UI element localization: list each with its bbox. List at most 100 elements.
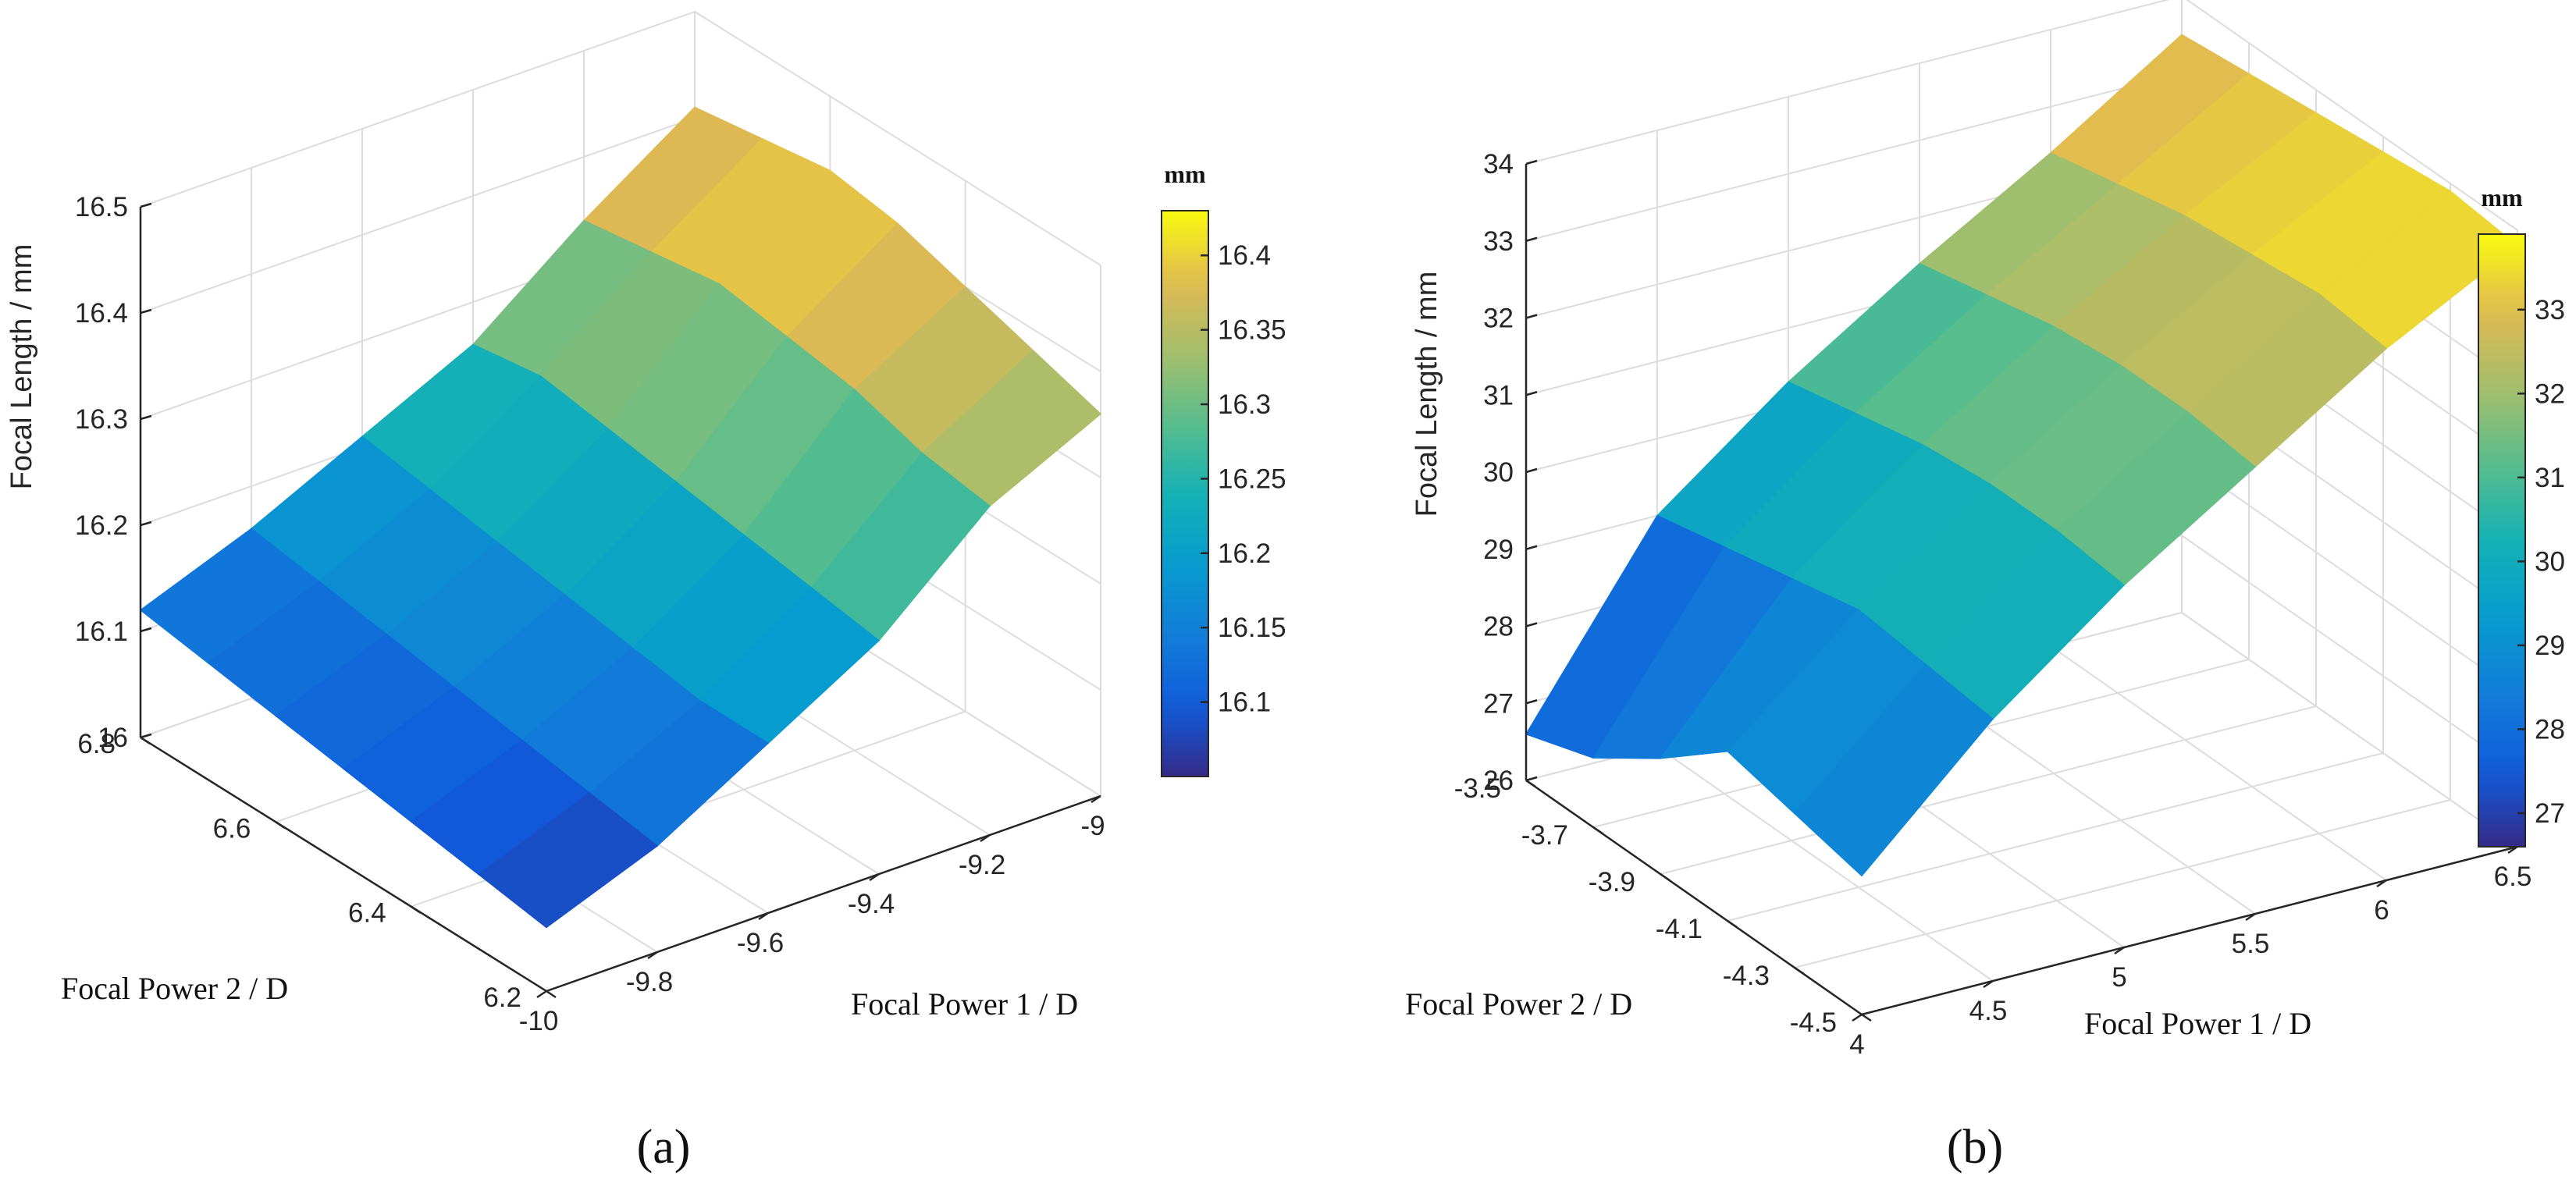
z-tick-mark — [140, 308, 152, 314]
z-tick-label: 16.1 — [75, 617, 128, 647]
z-tick-mark — [1525, 776, 1538, 782]
z-tick-label: 16.2 — [75, 510, 128, 541]
surface-patch — [478, 792, 659, 929]
x-tick-label: 6 — [2374, 895, 2389, 926]
colorbar-tick-label: 33 — [2535, 295, 2565, 325]
z-gridline — [1525, 0, 2518, 231]
x-tick-mark — [869, 872, 880, 882]
z-tick-label: 16.3 — [75, 404, 128, 435]
z-tick-label: 16 — [98, 723, 128, 753]
colorbar-tick-label: 29 — [2535, 631, 2565, 661]
y-tick-label: -3.7 — [1521, 820, 1568, 851]
y-tick-mark — [1525, 779, 1536, 788]
y-tick-label: 6.2 — [483, 983, 521, 1013]
x-tick-mark — [758, 911, 769, 921]
y-axis-label: Focal Power 2 / D — [61, 971, 288, 1006]
x-tick-label: 5.5 — [2232, 929, 2270, 959]
y-tick-mark — [1727, 919, 1738, 929]
z-tick-mark — [140, 521, 152, 527]
z-tick-label: 29 — [1483, 535, 1514, 565]
y-tick-label: 6.6 — [213, 813, 251, 844]
y-axis-line — [140, 736, 547, 993]
z-tick-mark — [140, 202, 152, 208]
x-tick-mark — [1852, 1013, 1863, 1022]
colorbar-title: mm — [2481, 183, 2523, 211]
x-tick-mark — [1091, 794, 1101, 804]
colorbar-tick-label: 16.25 — [1218, 464, 1286, 494]
x-tick-label: 6.5 — [2494, 862, 2532, 892]
x-tick-label: -9 — [1080, 811, 1105, 841]
z-tick-label: 30 — [1483, 457, 1514, 488]
z-tick-label: 16.5 — [75, 192, 128, 222]
z-tick-mark — [1525, 236, 1538, 242]
panel-a-axes: 16 16.1 16.2 16.3 16.4 16.5 -10 -9.8 -9.6 -9.4 -9.… — [75, 192, 1105, 1036]
x-tick-label: 4.5 — [1969, 996, 2008, 1026]
y-axis-label: Focal Power 2 / D — [1405, 986, 1632, 1022]
colorbar-gradient — [1161, 210, 1209, 777]
y-gridline — [1794, 183, 2451, 968]
colorbar-tick-label: 16.3 — [1218, 389, 1271, 420]
z-tick-label: 16.4 — [75, 298, 128, 329]
x-tick-label: -9.4 — [848, 889, 895, 919]
z-tick-mark — [1525, 391, 1538, 396]
z-tick-mark — [140, 414, 152, 421]
x-tick-mark — [1983, 979, 1994, 989]
z-tick-mark — [140, 733, 152, 739]
colorbar-tick-label: 16.4 — [1218, 240, 1271, 271]
panel-a-surface-plot: 16 16.1 16.2 16.3 16.4 16.5 -10 -9.8 -9.6 -9.4 -9.… — [5, 10, 1286, 1174]
y-tick-label: -4.5 — [1790, 1007, 1837, 1038]
colorbar-tick-label: 30 — [2535, 546, 2565, 577]
x-tick-label: -10 — [519, 1006, 559, 1036]
y-tick-mark — [140, 736, 151, 745]
y-tick-label: -4.1 — [1656, 914, 1703, 944]
y-tick-label: -3.9 — [1589, 867, 1635, 897]
x-tick-label: 4 — [1849, 1029, 1864, 1060]
y-tick-mark — [410, 905, 422, 914]
x-tick-label: 5 — [2112, 962, 2126, 993]
panel-label: (b) — [1947, 1121, 2003, 1174]
z-tick-label: 33 — [1483, 226, 1514, 257]
panel-a-colorbar: 16.1 16.15 16.2 16.25 16.3 16.35 16.4 mm — [1161, 160, 1286, 777]
colorbar-tick-label: 27 — [2535, 798, 2565, 829]
panel-b-axes: 26 27 28 29 30 31 32 33 34 4 4.5 5 5.5 6 6.5 -4.5 -4.3 -4… — [1454, 149, 2532, 1060]
z-tick-mark — [1525, 467, 1538, 474]
colorbar-title: mm — [1164, 160, 1206, 188]
surface-patch — [1793, 663, 1994, 877]
panel-b-colorbar: 27 28 29 30 31 32 33 mm — [2478, 183, 2565, 848]
x-tick-mark — [536, 990, 547, 999]
y-tick-mark — [1861, 1013, 1872, 1022]
z-tick-mark — [1525, 545, 1538, 550]
colorbar-tick-label: 16.15 — [1218, 613, 1286, 643]
x-tick-mark — [2245, 912, 2256, 922]
z-tick-mark — [140, 627, 152, 633]
y-axis-line — [1525, 779, 1863, 1016]
z-tick-label: 26 — [1483, 766, 1514, 796]
x-tick-label: -9.6 — [737, 928, 784, 958]
z-tick-label: 27 — [1483, 688, 1514, 719]
colorbar-tick-label: 32 — [2535, 378, 2565, 409]
colorbar-tick-label: 28 — [2535, 714, 2565, 744]
colorbar-tick-label: 16.1 — [1218, 688, 1271, 718]
z-tick-mark — [1525, 159, 1538, 165]
colorbar-tick-label: 16.35 — [1218, 315, 1286, 346]
panel-label: (a) — [637, 1121, 691, 1174]
x-tick-label: -9.2 — [959, 850, 1005, 880]
x-tick-mark — [980, 833, 991, 843]
z-axis-label: Focal Length / mm — [5, 244, 38, 490]
y-tick-mark — [1660, 872, 1670, 882]
x-axis-line — [1861, 845, 2518, 1016]
z-tick-mark — [1525, 699, 1538, 705]
colorbar-gradient — [2478, 233, 2526, 848]
panel-a-surface — [139, 106, 1102, 929]
y-tick-label: 6.8 — [77, 729, 116, 759]
x-axis-line — [546, 794, 1101, 993]
z-tick-label: 31 — [1483, 380, 1514, 410]
y-tick-mark — [275, 821, 286, 830]
x-axis-label: Focal Power 1 / D — [851, 986, 1078, 1022]
y-tick-mark — [1794, 966, 1805, 975]
x-tick-mark — [2114, 946, 2125, 955]
y-tick-mark — [546, 990, 557, 999]
x-axis-label: Focal Power 1 / D — [2084, 1006, 2311, 1041]
y-tick-label: 6.4 — [348, 898, 386, 929]
